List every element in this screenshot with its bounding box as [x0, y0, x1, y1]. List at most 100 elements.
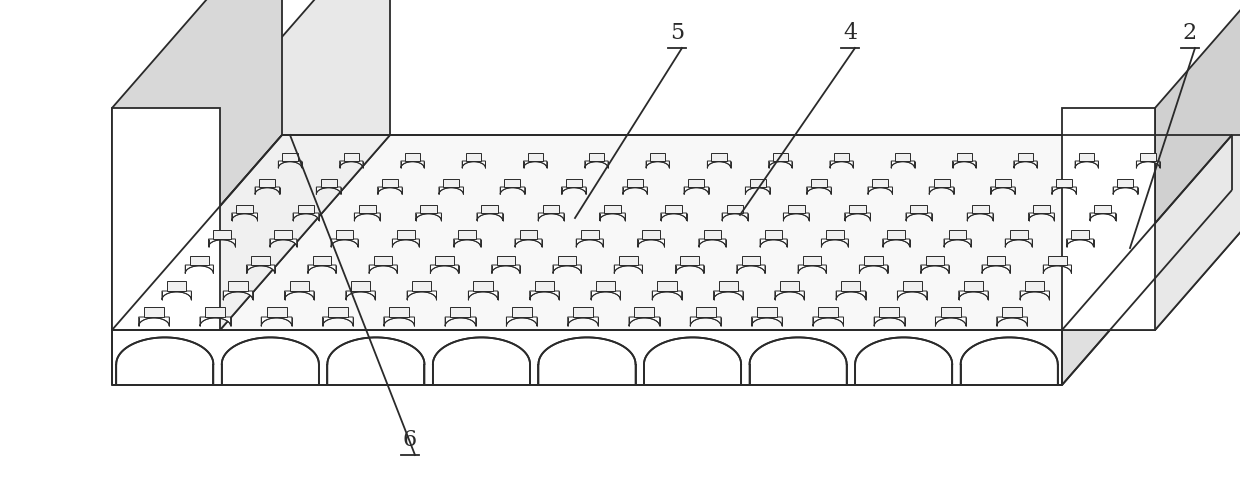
- Polygon shape: [322, 317, 353, 326]
- Polygon shape: [401, 161, 424, 168]
- Polygon shape: [1079, 154, 1095, 161]
- Polygon shape: [1154, 0, 1240, 330]
- Polygon shape: [629, 317, 660, 326]
- Polygon shape: [445, 317, 476, 326]
- Polygon shape: [821, 239, 848, 247]
- Polygon shape: [644, 337, 742, 385]
- Polygon shape: [208, 239, 236, 247]
- Polygon shape: [751, 317, 782, 326]
- Polygon shape: [811, 179, 827, 187]
- Polygon shape: [520, 230, 537, 239]
- Polygon shape: [312, 256, 331, 265]
- Polygon shape: [573, 307, 593, 317]
- Polygon shape: [835, 154, 849, 161]
- Polygon shape: [247, 265, 275, 273]
- Polygon shape: [1043, 265, 1071, 273]
- Polygon shape: [749, 337, 847, 385]
- Polygon shape: [830, 161, 853, 168]
- Polygon shape: [200, 317, 231, 326]
- Polygon shape: [1056, 179, 1073, 187]
- Polygon shape: [459, 230, 476, 239]
- Polygon shape: [1066, 239, 1094, 247]
- Polygon shape: [562, 187, 587, 194]
- Polygon shape: [722, 213, 748, 220]
- Polygon shape: [321, 179, 336, 187]
- Polygon shape: [190, 256, 208, 265]
- Polygon shape: [650, 154, 666, 161]
- Polygon shape: [397, 230, 414, 239]
- Polygon shape: [144, 307, 164, 317]
- Polygon shape: [284, 291, 314, 300]
- Polygon shape: [888, 230, 905, 239]
- Polygon shape: [351, 282, 370, 291]
- Polygon shape: [818, 307, 838, 317]
- Polygon shape: [1117, 179, 1133, 187]
- Polygon shape: [961, 337, 1058, 385]
- Polygon shape: [162, 291, 191, 300]
- Polygon shape: [892, 161, 915, 168]
- Polygon shape: [929, 187, 954, 194]
- Polygon shape: [859, 265, 888, 273]
- Polygon shape: [787, 205, 805, 213]
- Polygon shape: [856, 337, 952, 385]
- Polygon shape: [523, 161, 547, 168]
- Polygon shape: [1075, 161, 1099, 168]
- Polygon shape: [642, 230, 660, 239]
- Polygon shape: [568, 317, 599, 326]
- Polygon shape: [565, 179, 582, 187]
- Polygon shape: [622, 187, 647, 194]
- Polygon shape: [506, 317, 537, 326]
- Polygon shape: [469, 291, 497, 300]
- Polygon shape: [228, 282, 248, 291]
- Polygon shape: [543, 205, 559, 213]
- Polygon shape: [691, 317, 720, 326]
- Polygon shape: [1061, 135, 1233, 385]
- Polygon shape: [756, 307, 777, 317]
- Polygon shape: [991, 187, 1016, 194]
- Polygon shape: [944, 239, 971, 247]
- Polygon shape: [420, 205, 436, 213]
- Polygon shape: [712, 154, 727, 161]
- Polygon shape: [527, 154, 543, 161]
- Polygon shape: [775, 291, 805, 300]
- Polygon shape: [661, 213, 687, 220]
- Polygon shape: [935, 317, 966, 326]
- Polygon shape: [112, 0, 281, 330]
- Text: 2: 2: [1183, 22, 1197, 44]
- Polygon shape: [293, 213, 319, 220]
- Polygon shape: [167, 282, 186, 291]
- Polygon shape: [206, 307, 226, 317]
- Polygon shape: [925, 256, 944, 265]
- Polygon shape: [745, 187, 770, 194]
- Polygon shape: [737, 265, 765, 273]
- Polygon shape: [864, 256, 883, 265]
- Polygon shape: [346, 291, 376, 300]
- Polygon shape: [112, 330, 1061, 385]
- Polygon shape: [252, 256, 270, 265]
- Polygon shape: [635, 307, 655, 317]
- Polygon shape: [270, 239, 296, 247]
- Polygon shape: [703, 230, 722, 239]
- Polygon shape: [1090, 213, 1116, 220]
- Polygon shape: [374, 256, 392, 265]
- Polygon shape: [274, 230, 293, 239]
- Polygon shape: [1141, 154, 1156, 161]
- Polygon shape: [290, 282, 309, 291]
- Polygon shape: [327, 307, 348, 317]
- Polygon shape: [921, 265, 949, 273]
- Polygon shape: [784, 213, 810, 220]
- Polygon shape: [868, 187, 893, 194]
- Polygon shape: [807, 187, 831, 194]
- Polygon shape: [780, 282, 799, 291]
- Polygon shape: [283, 154, 298, 161]
- Polygon shape: [963, 282, 983, 291]
- Polygon shape: [1006, 239, 1032, 247]
- Polygon shape: [492, 265, 520, 273]
- Polygon shape: [433, 337, 529, 385]
- Polygon shape: [956, 154, 972, 161]
- Polygon shape: [412, 282, 432, 291]
- Polygon shape: [719, 282, 738, 291]
- Polygon shape: [112, 108, 219, 330]
- Polygon shape: [666, 205, 682, 213]
- Text: 6: 6: [403, 429, 417, 451]
